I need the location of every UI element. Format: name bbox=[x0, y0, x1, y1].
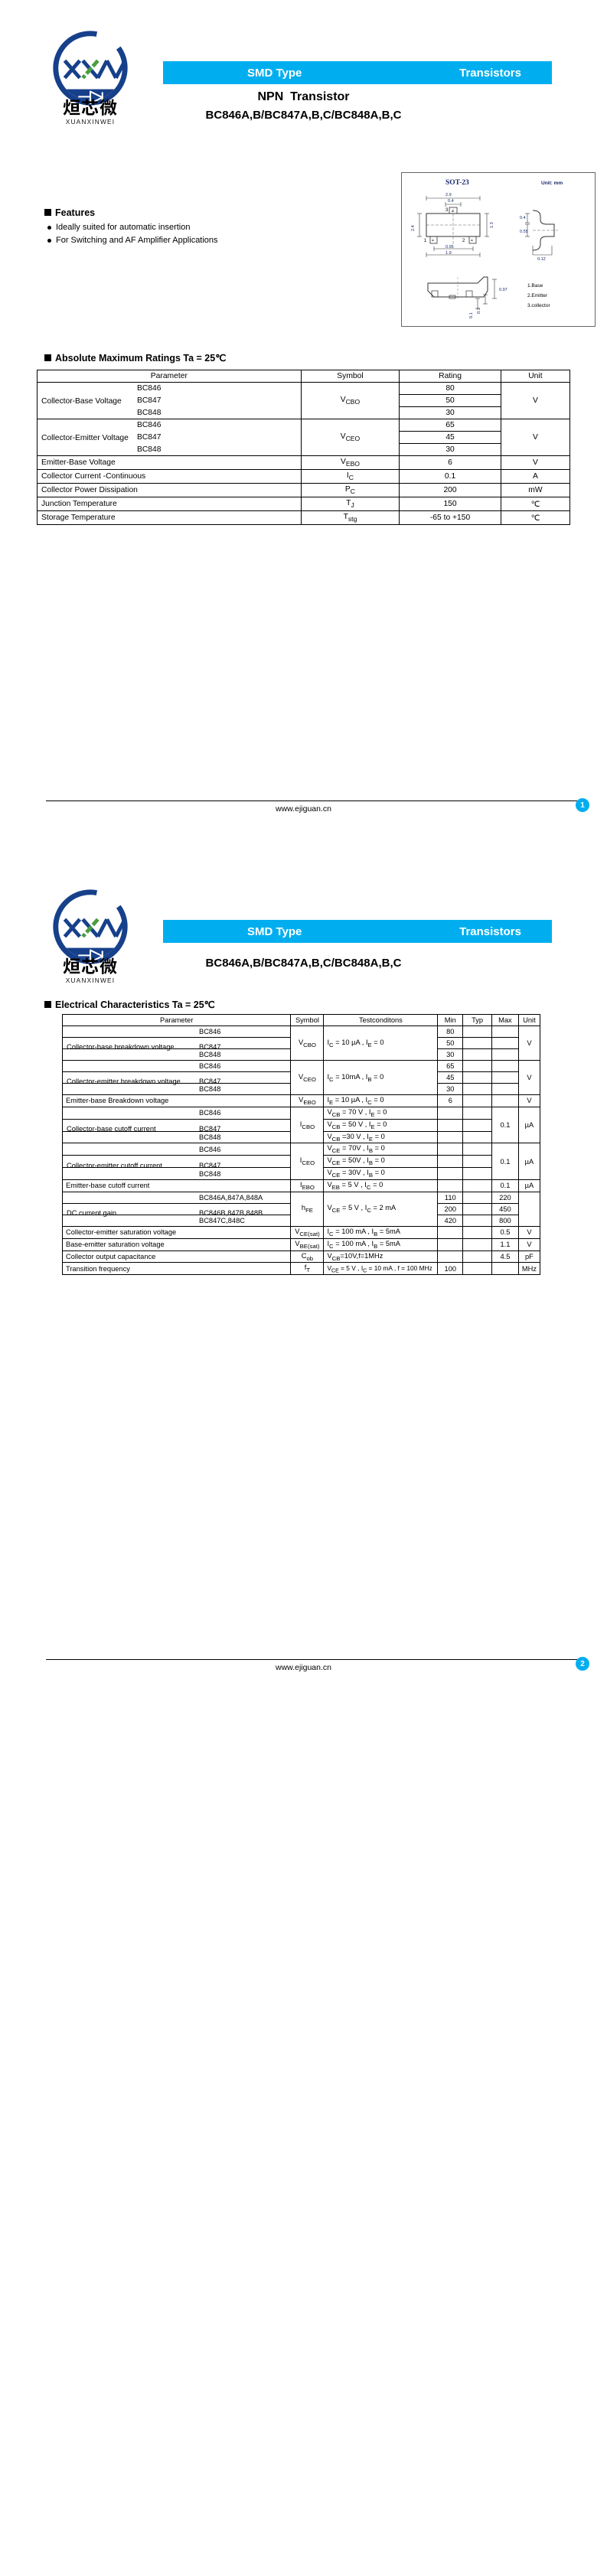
svg-text:2.9: 2.9 bbox=[445, 193, 452, 197]
svg-text:1: 1 bbox=[424, 239, 427, 243]
svg-text:1.3: 1.3 bbox=[490, 222, 494, 228]
svg-text:Unit: mm: Unit: mm bbox=[541, 181, 563, 186]
svg-text:0.95: 0.95 bbox=[445, 245, 454, 249]
svg-text:0.3: 0.3 bbox=[477, 308, 481, 314]
svg-text:3: 3 bbox=[445, 208, 449, 213]
svg-text:=: = bbox=[432, 239, 434, 243]
svg-text:2: 2 bbox=[462, 239, 465, 243]
svg-text:1.9: 1.9 bbox=[445, 251, 452, 256]
svg-text:0.1: 0.1 bbox=[469, 312, 474, 318]
svg-text:0.4: 0.4 bbox=[520, 216, 526, 220]
svg-text:0.55: 0.55 bbox=[520, 230, 528, 234]
svg-text:1.Base: 1.Base bbox=[527, 283, 543, 289]
svg-text:=: = bbox=[471, 239, 473, 243]
svg-text:0.4: 0.4 bbox=[448, 199, 454, 204]
svg-text:0.12: 0.12 bbox=[537, 257, 546, 262]
svg-text:SOT-23: SOT-23 bbox=[445, 179, 469, 187]
svg-text:0.97: 0.97 bbox=[499, 288, 507, 292]
svg-text:2.4: 2.4 bbox=[411, 225, 416, 231]
svg-text:3.collector: 3.collector bbox=[527, 303, 550, 308]
svg-text:2.Emitter: 2.Emitter bbox=[527, 293, 548, 298]
